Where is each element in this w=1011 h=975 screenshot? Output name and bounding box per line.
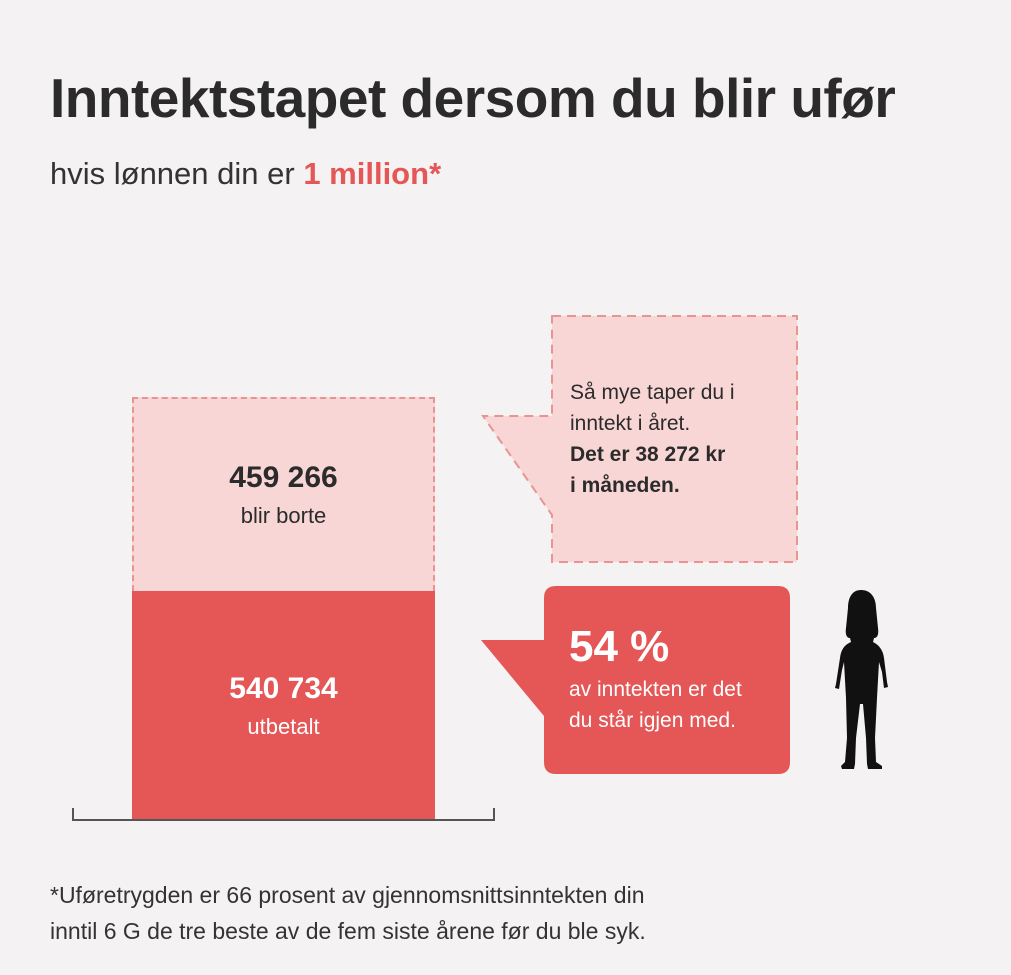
footnote-line2: inntil 6 G de tre beste av de fem siste … [50,918,646,944]
paid-value: 540 734 [229,671,338,705]
lost-label: blir borte [240,503,327,528]
subtitle-prefix: hvis lønnen din er [50,156,304,191]
person-silhouette-icon [835,590,888,769]
share-percentage: 54 % [569,622,670,671]
baseline-right-tick [493,808,495,821]
callout-lost-bold2: i måneden. [570,474,680,497]
callout-lost-bold1: Det er 38 272 kr [570,443,726,466]
callout-lost-line1: Så mye taper du i [570,381,735,404]
subtitle-highlight: 1 million [303,156,430,191]
chart-subtitle: hvis lønnen din er 1 million* [50,156,441,192]
lost-value: 459 266 [229,461,338,494]
subtitle-asterisk: * [429,156,442,191]
callout-lost-shape [481,315,798,563]
callout-share-shape [481,586,790,774]
footnote: *Uføretrygden er 66 prosent av gjennomsn… [50,877,950,949]
chart-title: Inntektstapet dersom du blir ufør [50,67,896,129]
baseline-left-tick [72,808,74,821]
bar-segment-paid: 540 734 utbetalt [132,591,435,820]
bar-segment-lost: 459 266 blir borte [132,397,435,591]
paid-label: utbetalt [247,713,320,739]
share-line1: av inntekten er det [569,678,742,701]
callout-lost-text: Så mye taper du i inntekt i året. Det er… [570,377,790,501]
footnote-line1: *Uføretrygden er 66 prosent av gjennomsn… [50,882,645,908]
share-line2: du står igjen med. [569,709,736,732]
callout-share-text: 54 % av inntekten er det du står igjen m… [569,622,784,736]
baseline [72,819,495,821]
callout-lost-line2: inntekt i året. [570,412,691,435]
